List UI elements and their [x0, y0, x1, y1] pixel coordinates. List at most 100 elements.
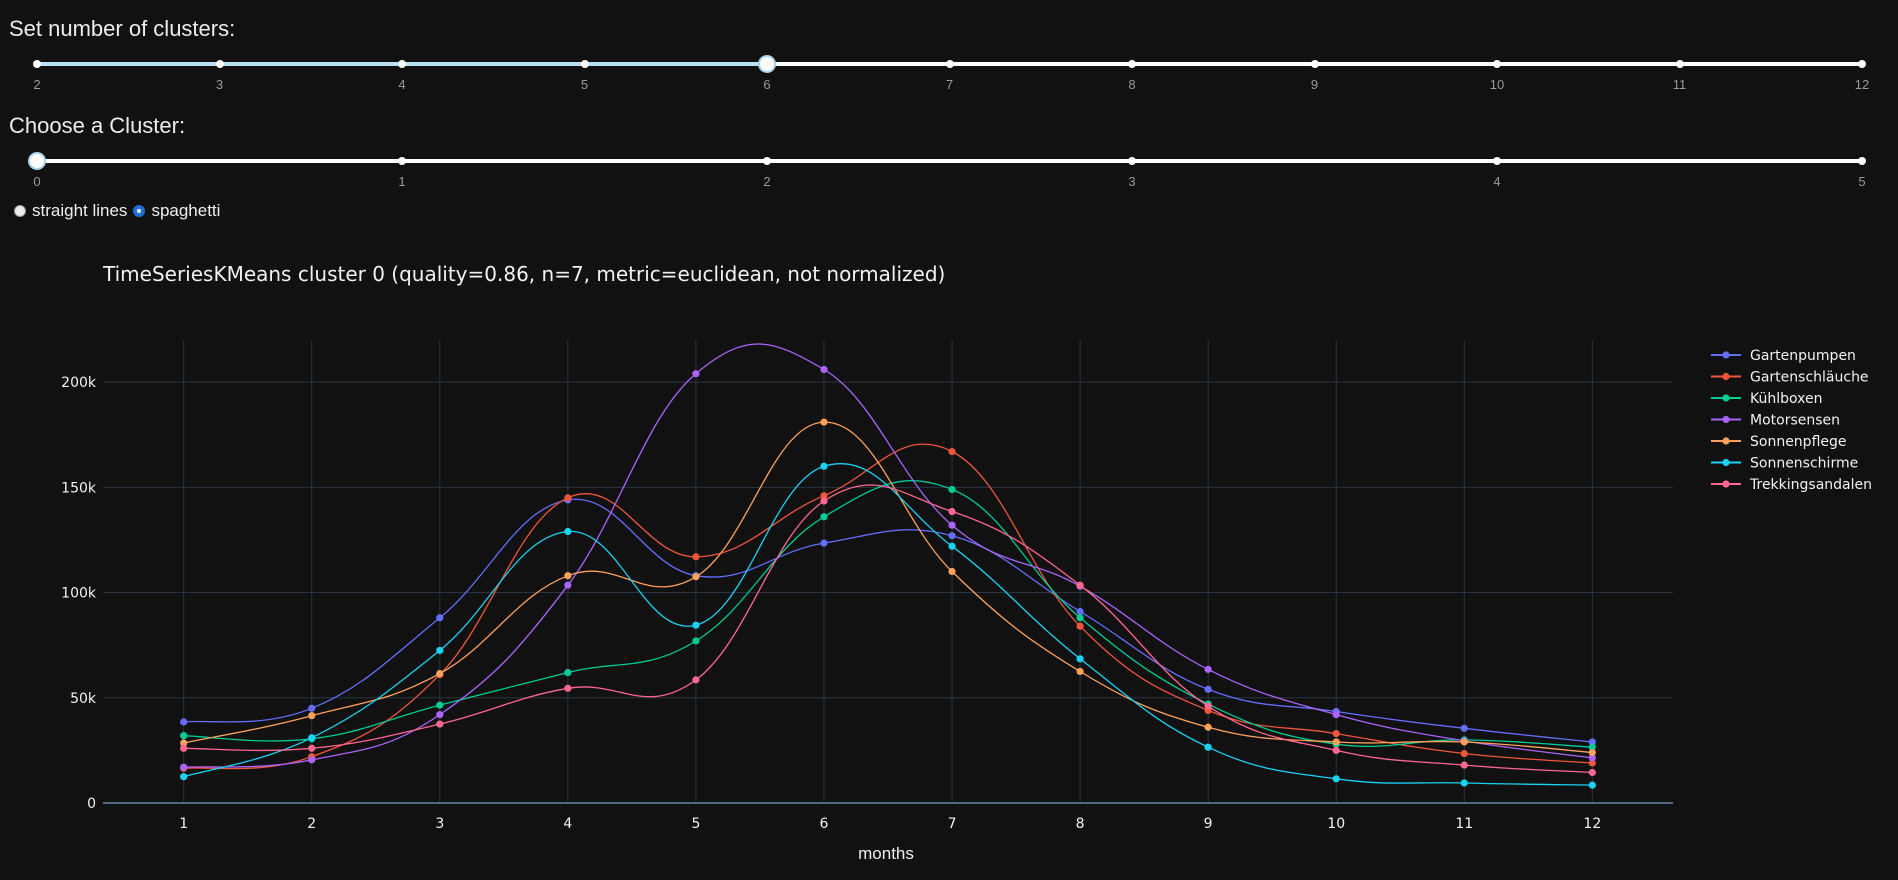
- slider-mark-label[interactable]: 0: [33, 174, 41, 189]
- slider-step-dot[interactable]: [1858, 157, 1866, 165]
- data-point[interactable]: [1588, 738, 1596, 746]
- slider-step-dot[interactable]: [1493, 60, 1501, 68]
- data-point[interactable]: [308, 704, 316, 712]
- data-point[interactable]: [692, 370, 700, 378]
- slider-step-dot[interactable]: [398, 60, 406, 68]
- data-point[interactable]: [436, 614, 444, 622]
- data-point[interactable]: [564, 572, 572, 580]
- data-point[interactable]: [948, 507, 956, 516]
- data-point[interactable]: [1204, 723, 1212, 731]
- data-point[interactable]: [436, 701, 444, 709]
- data-point[interactable]: [436, 646, 444, 655]
- data-point[interactable]: [1076, 667, 1084, 676]
- radio-circle[interactable]: [14, 205, 26, 217]
- data-point[interactable]: [1588, 754, 1596, 762]
- slider-mark-label[interactable]: 3: [1128, 174, 1136, 189]
- data-point[interactable]: [180, 739, 188, 747]
- data-point[interactable]: [820, 497, 828, 505]
- slider-mark-label[interactable]: 10: [1489, 77, 1505, 92]
- slider-step-dot[interactable]: [1493, 157, 1501, 165]
- data-point[interactable]: [948, 542, 956, 550]
- data-point[interactable]: [308, 712, 316, 720]
- data-point[interactable]: [1588, 781, 1596, 789]
- radio-straight-lines[interactable]: straight lines: [14, 201, 127, 221]
- data-point[interactable]: [1460, 749, 1468, 758]
- legend-item[interactable]: Sonnenpflege: [1711, 434, 1847, 450]
- slider-mark-label[interactable]: 8: [1128, 77, 1136, 92]
- data-point[interactable]: [436, 720, 444, 728]
- slider-step-dot[interactable]: [945, 60, 954, 68]
- slider-mark-label[interactable]: 4: [1493, 174, 1501, 189]
- data-point[interactable]: [1076, 622, 1084, 630]
- legend-item[interactable]: Gartenschläuche: [1711, 370, 1869, 386]
- slider-mark-label[interactable]: 2: [763, 174, 771, 189]
- data-point[interactable]: [1460, 779, 1468, 787]
- data-point[interactable]: [564, 684, 572, 692]
- data-point[interactable]: [692, 573, 700, 581]
- slider-step-dot[interactable]: [580, 60, 589, 68]
- data-point[interactable]: [820, 492, 828, 500]
- data-point[interactable]: [948, 532, 956, 540]
- legend-item[interactable]: Sonnenschirme: [1711, 456, 1858, 472]
- data-point[interactable]: [1460, 724, 1468, 732]
- data-point[interactable]: [564, 581, 572, 589]
- data-point[interactable]: [1332, 746, 1340, 754]
- data-point[interactable]: [1076, 607, 1084, 616]
- data-point[interactable]: [1588, 759, 1596, 767]
- data-point[interactable]: [1076, 614, 1084, 622]
- data-point[interactable]: [1332, 738, 1340, 746]
- slider-mark-label[interactable]: 4: [398, 77, 406, 92]
- data-point[interactable]: [436, 711, 444, 719]
- slider-mark-label[interactable]: 1: [398, 174, 406, 189]
- slider-mark-label[interactable]: 3: [215, 77, 224, 92]
- data-point[interactable]: [1076, 655, 1084, 663]
- data-point[interactable]: [308, 744, 316, 752]
- slider-step-dot[interactable]: [1128, 157, 1136, 165]
- data-point[interactable]: [1588, 768, 1596, 777]
- data-point[interactable]: [948, 485, 956, 494]
- data-point[interactable]: [692, 621, 700, 629]
- data-point[interactable]: [1204, 665, 1212, 673]
- data-point[interactable]: [180, 773, 188, 781]
- slider-handle[interactable]: [758, 55, 776, 73]
- data-point[interactable]: [1332, 711, 1340, 719]
- data-point[interactable]: [1204, 685, 1212, 693]
- slider-mark-label[interactable]: 7: [945, 77, 954, 92]
- data-point[interactable]: [692, 676, 700, 684]
- data-point[interactable]: [180, 718, 188, 726]
- data-point[interactable]: [692, 553, 700, 561]
- data-point[interactable]: [1204, 743, 1212, 751]
- radio-circle[interactable]: [133, 205, 146, 217]
- data-point[interactable]: [1588, 743, 1596, 751]
- data-point[interactable]: [564, 668, 572, 677]
- data-point[interactable]: [1460, 738, 1468, 746]
- slider-mark-label[interactable]: 5: [580, 77, 589, 92]
- data-point[interactable]: [564, 494, 572, 502]
- data-point[interactable]: [948, 567, 956, 576]
- data-point[interactable]: [1332, 729, 1340, 738]
- slider-step-dot[interactable]: [1310, 60, 1319, 68]
- legend-item[interactable]: Trekkingsandalen: [1711, 477, 1872, 493]
- data-point[interactable]: [180, 732, 188, 740]
- data-point[interactable]: [308, 756, 316, 764]
- data-point[interactable]: [180, 763, 188, 771]
- slider-mark-label[interactable]: 11: [1672, 77, 1687, 92]
- data-point[interactable]: [1588, 748, 1596, 757]
- data-point[interactable]: [1076, 581, 1084, 589]
- legend-item[interactable]: Gartenpumpen: [1711, 348, 1856, 364]
- radio-spaghetti[interactable]: spaghetti: [133, 201, 220, 221]
- data-point[interactable]: [948, 521, 956, 529]
- data-point[interactable]: [1204, 702, 1212, 710]
- legend-item[interactable]: Kühlboxen: [1711, 391, 1822, 407]
- data-point[interactable]: [820, 365, 828, 374]
- data-point[interactable]: [1460, 761, 1468, 769]
- slider-mark-label[interactable]: 6: [763, 77, 771, 92]
- slider-step-dot[interactable]: [1675, 60, 1684, 68]
- slider-mark-label[interactable]: 9: [1310, 77, 1319, 92]
- data-point[interactable]: [820, 418, 828, 426]
- data-point[interactable]: [948, 447, 956, 456]
- slider-step-dot[interactable]: [398, 157, 406, 165]
- data-point[interactable]: [820, 462, 828, 470]
- data-point[interactable]: [820, 539, 828, 547]
- slider-handle[interactable]: [28, 152, 46, 170]
